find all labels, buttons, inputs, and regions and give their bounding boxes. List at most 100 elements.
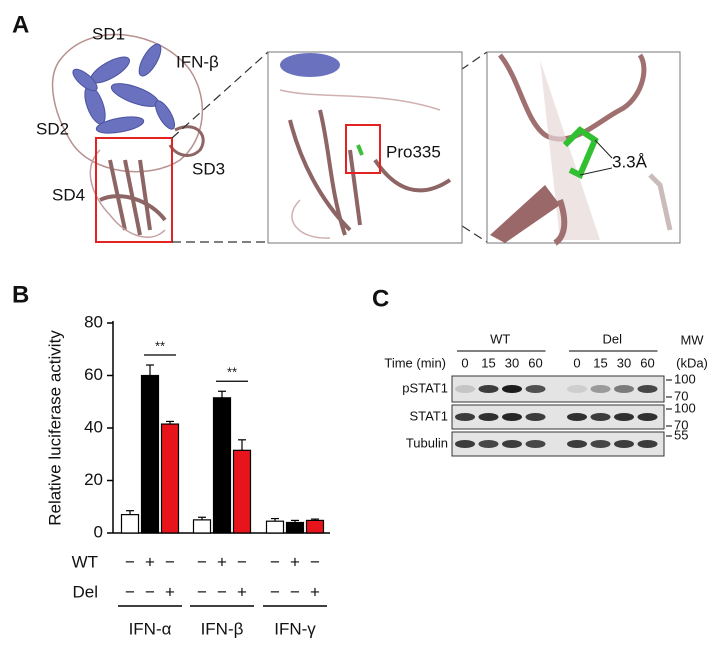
time-point: 30 [617, 355, 631, 370]
band [567, 413, 587, 421]
domain-label: SD3 [192, 159, 225, 178]
time-point: 30 [505, 355, 519, 370]
group-label: Del [602, 331, 622, 346]
marker-label: 100 [674, 400, 696, 415]
band [478, 440, 499, 448]
group-label: WT [490, 331, 510, 346]
condition-sign: − [217, 582, 227, 601]
condition-sign: + [165, 582, 175, 601]
condition-sign: + [217, 552, 227, 571]
band [525, 413, 546, 421]
condition-sign: − [197, 582, 207, 601]
condition-label: WT [72, 552, 98, 571]
band [478, 385, 499, 393]
band [455, 440, 475, 448]
band [637, 385, 658, 393]
zoom-structure [279, 53, 452, 239]
band [478, 413, 499, 421]
condition-sign: − [145, 582, 155, 601]
row-label: pSTAT1 [402, 380, 448, 395]
condition-sign: + [145, 552, 155, 571]
band [502, 440, 522, 448]
mw-unit: (kDa) [676, 355, 708, 370]
panel-label: C [372, 285, 389, 312]
marker-label: 70 [674, 388, 688, 403]
y-tick-label: 80 [84, 312, 103, 331]
band [590, 440, 611, 448]
time-point: 0 [461, 355, 468, 370]
bar [160, 423, 180, 534]
y-tick-label: 0 [94, 522, 103, 541]
detail-structure [490, 53, 673, 246]
condition-sign: − [270, 552, 280, 571]
domain-label: SD1 [92, 24, 125, 43]
marker-label: 55 [674, 427, 688, 442]
bar [232, 449, 252, 534]
time-point: 15 [481, 355, 495, 370]
significance-label: ** [227, 365, 237, 380]
protein-structure [51, 33, 205, 238]
condition-sign: − [125, 552, 135, 571]
band [567, 440, 587, 448]
x-tick-label: IFN-β [201, 619, 244, 638]
time-point: 60 [528, 355, 542, 370]
domain-label: SD2 [36, 119, 69, 138]
condition-sign: − [237, 552, 247, 571]
band [502, 413, 522, 421]
condition-sign: + [290, 552, 300, 571]
western-blot: C Time (min) MW (kDa) WT 0 15 30 60 Del 0 15 30 60 pST… [372, 285, 708, 457]
highlight-box [95, 137, 173, 243]
residue-label: Pro335 [386, 142, 441, 161]
bar [120, 514, 140, 534]
significance-label: ** [155, 338, 165, 353]
y-axis-label: Relative luciferase activity [45, 330, 64, 526]
bar [192, 519, 212, 534]
marker-label: 100 [674, 371, 696, 386]
band [590, 413, 611, 421]
y-tick-label: 60 [84, 365, 103, 384]
highlight-box [345, 124, 381, 174]
band [614, 385, 634, 393]
band [614, 413, 634, 421]
mw-label: MW [680, 332, 704, 347]
band [637, 440, 658, 448]
band [637, 413, 658, 421]
x-tick-label: IFN-γ [274, 619, 316, 638]
x-tick-label: IFN-α [129, 619, 172, 638]
condition-sign: − [310, 552, 320, 571]
panel-label: B [12, 281, 29, 308]
band [590, 385, 611, 393]
bar [265, 520, 285, 534]
domain-label: IFN-β [176, 52, 219, 71]
y-tick-label: 40 [84, 417, 103, 436]
condition-sign: + [310, 582, 320, 601]
time-point: 60 [640, 355, 654, 370]
condition-sign: − [290, 582, 300, 601]
marker-label: 70 [674, 417, 688, 432]
band [567, 385, 587, 393]
band [455, 385, 475, 393]
row-label: Tubulin [406, 435, 448, 450]
bar [212, 397, 232, 534]
band [502, 385, 522, 393]
condition-sign: − [125, 582, 135, 601]
condition-sign: + [237, 582, 247, 601]
band [455, 413, 475, 421]
band [525, 385, 546, 393]
domain-label: SD4 [52, 185, 85, 204]
row-label: STAT1 [409, 408, 448, 423]
condition-label: Del [72, 582, 98, 601]
condition-sign: − [165, 552, 175, 571]
bar [305, 519, 325, 534]
y-tick-label: 20 [84, 470, 103, 489]
panel-label: A [12, 11, 29, 38]
time-point: 15 [593, 355, 607, 370]
bar [140, 374, 160, 534]
bar [285, 521, 305, 534]
band [525, 440, 546, 448]
distance-label: 3.3Å [612, 152, 648, 171]
time-label: Time (min) [384, 355, 446, 370]
time-point: 0 [573, 355, 580, 370]
condition-sign: − [270, 582, 280, 601]
